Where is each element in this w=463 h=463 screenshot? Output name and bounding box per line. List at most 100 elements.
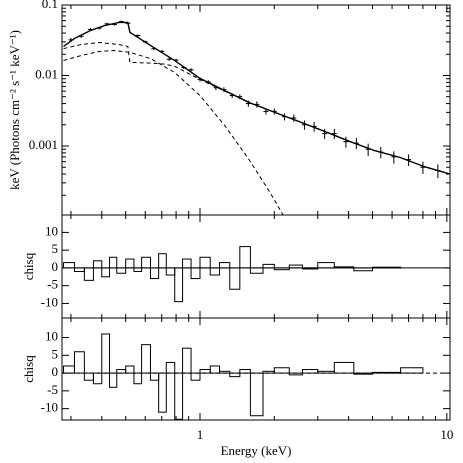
- data-point: [151, 47, 157, 51]
- data-point: [159, 49, 165, 53]
- data-point: [68, 38, 74, 42]
- residual-bar: [317, 262, 335, 269]
- residual-bar: [83, 372, 94, 381]
- residual-bar: [239, 246, 251, 269]
- y-tick-label: 0.01: [35, 66, 58, 81]
- data-point: [282, 113, 288, 121]
- residual-bar: [141, 256, 151, 269]
- residual-bar: [288, 264, 303, 269]
- data-point: [111, 23, 117, 26]
- residual-bar: [158, 372, 167, 413]
- y-tick-label: -5: [47, 382, 58, 397]
- data-point: [188, 68, 194, 72]
- residual-bar: [219, 262, 231, 269]
- y-axis-label: chisq: [21, 252, 36, 280]
- residual-bar: [273, 267, 290, 271]
- model-line: [63, 50, 284, 215]
- residual-bar: [333, 361, 355, 374]
- residual-bar: [174, 267, 184, 303]
- data-point: [104, 22, 110, 26]
- residual-bar: [125, 365, 135, 374]
- residual-bar: [158, 253, 167, 269]
- x-axis-label: Energy (keV): [221, 443, 292, 458]
- data-point: [142, 40, 148, 44]
- residual-bar: [149, 267, 160, 280]
- y-tick-label: 5: [52, 346, 59, 361]
- residual-bar: [372, 266, 402, 269]
- residual-bar: [288, 372, 303, 376]
- residual-bar: [209, 267, 221, 276]
- frame: [61, 214, 451, 319]
- residual-bar: [149, 372, 160, 381]
- data-point: [221, 87, 227, 93]
- data-point: [125, 22, 131, 25]
- data-point: [118, 20, 124, 23]
- residual-bar: [133, 372, 143, 385]
- data-point: [365, 143, 371, 157]
- residual-bar: [353, 372, 374, 375]
- y-tick-label: -10: [41, 400, 58, 415]
- residual-bar: [92, 260, 103, 269]
- residual-bar: [249, 267, 264, 274]
- residual-bar: [101, 333, 111, 374]
- residual-bar: [273, 367, 290, 374]
- y-tick-label: 10: [45, 223, 58, 238]
- data-point: [322, 128, 328, 140]
- residual-bar: [92, 372, 103, 385]
- model-line: [63, 41, 450, 175]
- x-tick-label: 10: [440, 427, 453, 442]
- frame: [61, 317, 451, 421]
- data-point: [205, 80, 211, 84]
- data-point: [420, 161, 426, 175]
- residual-bar: [73, 267, 85, 272]
- y-tick-label: -5: [47, 277, 58, 292]
- data-point: [391, 151, 397, 164]
- residual-bar: [190, 372, 201, 381]
- data-point: [78, 34, 84, 39]
- y-tick-label: 10: [45, 329, 58, 344]
- data-point: [353, 137, 359, 150]
- data-point: [254, 101, 260, 108]
- residual-bar: [249, 372, 264, 417]
- residual-bar: [400, 367, 424, 374]
- frame: [61, 4, 451, 216]
- residual-bar: [63, 365, 75, 374]
- data-point: [229, 93, 235, 98]
- residual-bar: [199, 256, 211, 269]
- residual-bar: [101, 267, 111, 278]
- data-point: [263, 108, 269, 115]
- residual-bar: [209, 365, 221, 374]
- data-point: [135, 34, 141, 37]
- data-point: [87, 28, 93, 31]
- residual-bar: [301, 267, 319, 270]
- residual-bar: [199, 369, 211, 374]
- data-point: [181, 65, 187, 70]
- y-tick-label: 0.1: [42, 0, 58, 11]
- data-point: [166, 57, 172, 61]
- residual-bar: [174, 372, 184, 420]
- plot-area: [62, 333, 450, 420]
- residual-bar: [229, 267, 241, 290]
- residual-bar: [109, 372, 118, 388]
- residual-bar: [182, 347, 192, 374]
- residual-bar: [63, 262, 75, 269]
- plot-area: [63, 20, 450, 215]
- residual-bar: [317, 370, 335, 374]
- data-point: [197, 77, 203, 82]
- residual-bar: [333, 266, 355, 269]
- residual-bar: [239, 369, 251, 374]
- y-axis-label: chisq: [21, 355, 36, 383]
- residual-bar: [190, 267, 201, 280]
- residual-bar: [262, 263, 275, 269]
- data-point: [291, 114, 297, 122]
- residual-bar: [353, 267, 374, 272]
- residual-bar: [125, 258, 135, 269]
- residual-bar: [229, 372, 241, 378]
- residual-bar: [219, 370, 231, 374]
- data-point: [271, 108, 277, 115]
- residual-bar: [133, 267, 143, 272]
- data-point: [331, 128, 337, 140]
- residual-bar: [73, 351, 85, 374]
